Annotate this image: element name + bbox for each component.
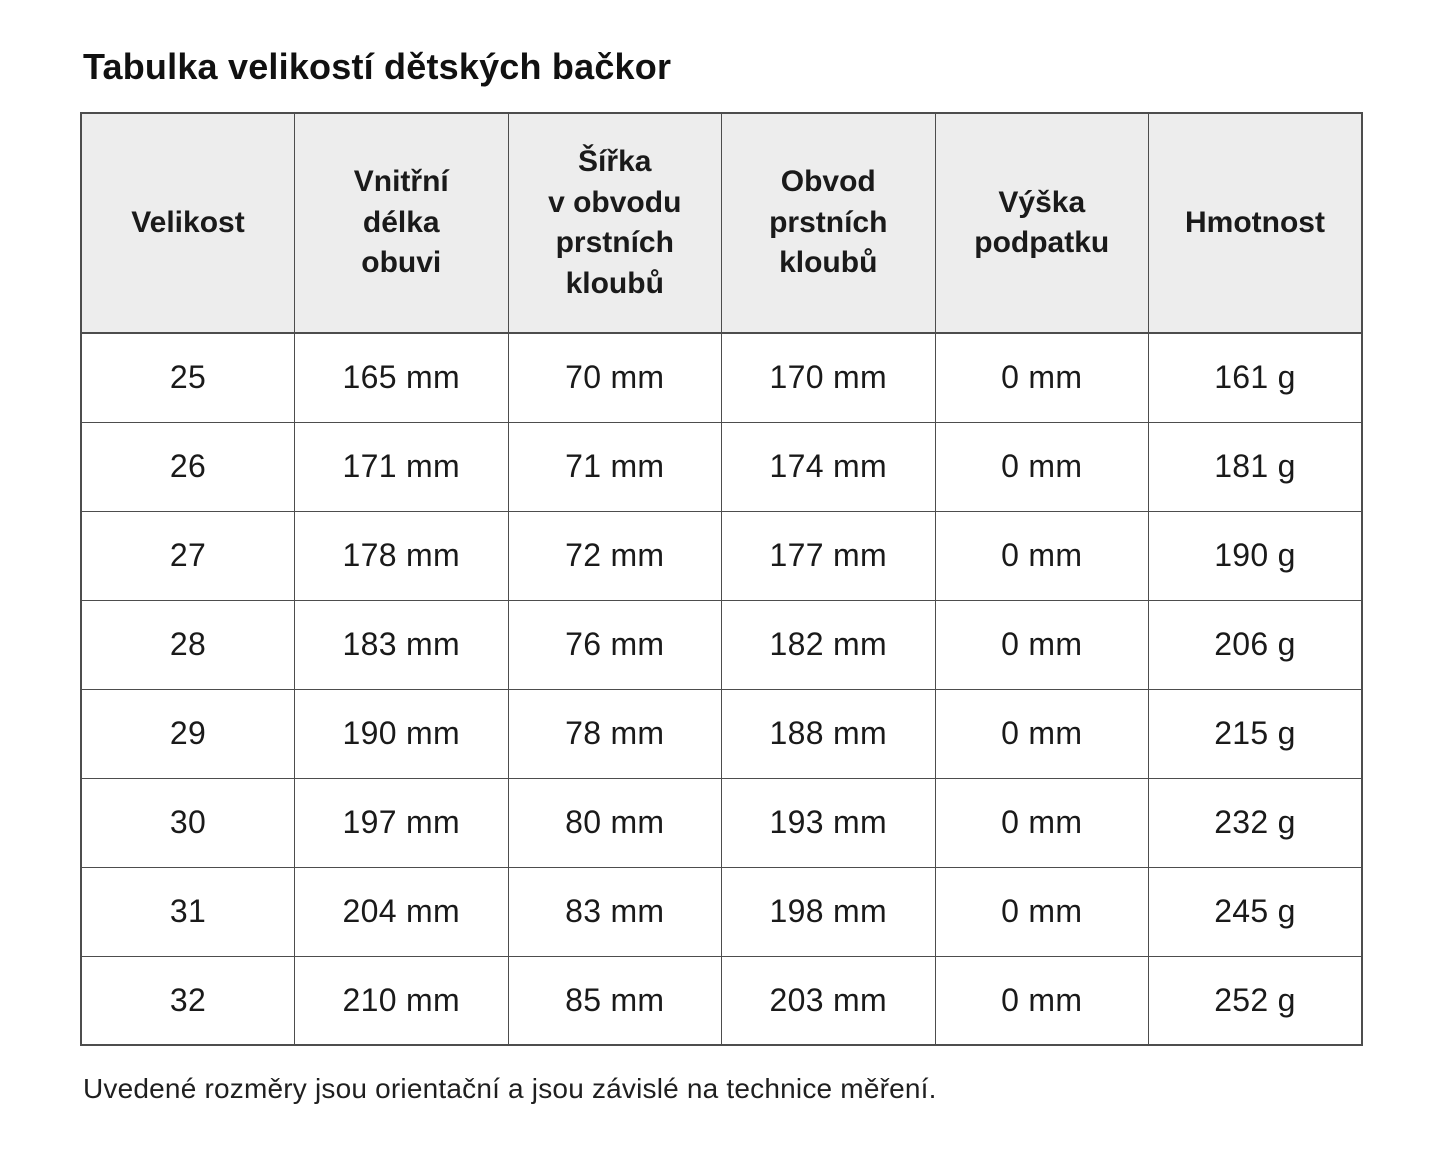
cell-heel-height: 0 mm [934, 777, 1149, 868]
cell-joint-circumference: 193 mm [721, 777, 936, 868]
page-title: Tabulka velikostí dětských bačkor [83, 46, 672, 87]
cell-weight: 190 g [1148, 510, 1363, 601]
cell-width-at-joints: 76 mm [507, 599, 722, 690]
cell-joint-circumference: 174 mm [721, 421, 936, 512]
cell-heel-height: 0 mm [934, 688, 1149, 779]
cell-width-at-joints: 72 mm [507, 510, 722, 601]
cell-heel-height: 0 mm [934, 421, 1149, 512]
header-cell-vnitrni-delka-obuvi: Vnitřní délka obuvi [294, 112, 509, 334]
cell-heel-height: 0 mm [934, 599, 1149, 690]
cell-weight: 252 g [1148, 955, 1363, 1046]
cell-inner-length: 210 mm [294, 955, 509, 1046]
table-row-size-26: 26 171 mm 71 mm 174 mm 0 mm 181 g [80, 421, 1363, 512]
table-row-size-25: 25 165 mm 70 mm 170 mm 0 mm 161 g [80, 332, 1363, 423]
cell-inner-length: 204 mm [294, 866, 509, 957]
footnote: Uvedené rozměry jsou orientační a jsou z… [83, 1073, 937, 1104]
table-row-size-28: 28 183 mm 76 mm 182 mm 0 mm 206 g [80, 599, 1363, 690]
cell-inner-length: 178 mm [294, 510, 509, 601]
cell-width-at-joints: 70 mm [507, 332, 722, 423]
cell-inner-length: 171 mm [294, 421, 509, 512]
cell-size: 25 [80, 332, 295, 423]
cell-weight: 232 g [1148, 777, 1363, 868]
table-row-size-29: 29 190 mm 78 mm 188 mm 0 mm 215 g [80, 688, 1363, 779]
cell-weight: 181 g [1148, 421, 1363, 512]
table-row-size-31: 31 204 mm 83 mm 198 mm 0 mm 245 g [80, 866, 1363, 957]
cell-joint-circumference: 203 mm [721, 955, 936, 1046]
cell-size: 31 [80, 866, 295, 957]
cell-inner-length: 183 mm [294, 599, 509, 690]
cell-size: 32 [80, 955, 295, 1046]
header-cell-vyska-podpatku: Výška podpatku [934, 112, 1149, 334]
cell-joint-circumference: 198 mm [721, 866, 936, 957]
cell-weight: 215 g [1148, 688, 1363, 779]
cell-weight: 245 g [1148, 866, 1363, 957]
header-cell-hmotnost: Hmotnost [1148, 112, 1363, 334]
header-cell-velikost: Velikost [80, 112, 295, 334]
size-table: Velikost Vnitřní délka obuvi Šířka v obv… [80, 112, 1363, 1046]
header-cell-sirka-v-obvodu-prstnich-kloubu: Šířka v obvodu prstních kloubů [507, 112, 722, 334]
table-body: 25 165 mm 70 mm 170 mm 0 mm 161 g 26 171… [80, 332, 1363, 1046]
cell-width-at-joints: 71 mm [507, 421, 722, 512]
cell-joint-circumference: 177 mm [721, 510, 936, 601]
cell-size: 29 [80, 688, 295, 779]
cell-width-at-joints: 80 mm [507, 777, 722, 868]
cell-size: 30 [80, 777, 295, 868]
cell-size: 26 [80, 421, 295, 512]
cell-heel-height: 0 mm [934, 866, 1149, 957]
table-row-size-27: 27 178 mm 72 mm 177 mm 0 mm 190 g [80, 510, 1363, 601]
cell-joint-circumference: 170 mm [721, 332, 936, 423]
cell-width-at-joints: 78 mm [507, 688, 722, 779]
table-header: Velikost Vnitřní délka obuvi Šířka v obv… [80, 112, 1363, 334]
cell-inner-length: 197 mm [294, 777, 509, 868]
cell-inner-length: 190 mm [294, 688, 509, 779]
table-row-size-30: 30 197 mm 80 mm 193 mm 0 mm 232 g [80, 777, 1363, 868]
header-cell-obvod-prstnich-kloubu: Obvod prstních kloubů [721, 112, 936, 334]
cell-width-at-joints: 83 mm [507, 866, 722, 957]
table-header-row: Velikost Vnitřní délka obuvi Šířka v obv… [80, 112, 1363, 334]
cell-weight: 206 g [1148, 599, 1363, 690]
cell-width-at-joints: 85 mm [507, 955, 722, 1046]
cell-heel-height: 0 mm [934, 955, 1149, 1046]
cell-joint-circumference: 188 mm [721, 688, 936, 779]
page: Tabulka velikostí dětských bačkor Veliko… [80, 46, 1363, 1104]
cell-size: 28 [80, 599, 295, 690]
cell-weight: 161 g [1148, 332, 1363, 423]
cell-inner-length: 165 mm [294, 332, 509, 423]
cell-heel-height: 0 mm [934, 510, 1149, 601]
table-row-size-32: 32 210 mm 85 mm 203 mm 0 mm 252 g [80, 955, 1363, 1046]
cell-heel-height: 0 mm [934, 332, 1149, 423]
cell-size: 27 [80, 510, 295, 601]
cell-joint-circumference: 182 mm [721, 599, 936, 690]
